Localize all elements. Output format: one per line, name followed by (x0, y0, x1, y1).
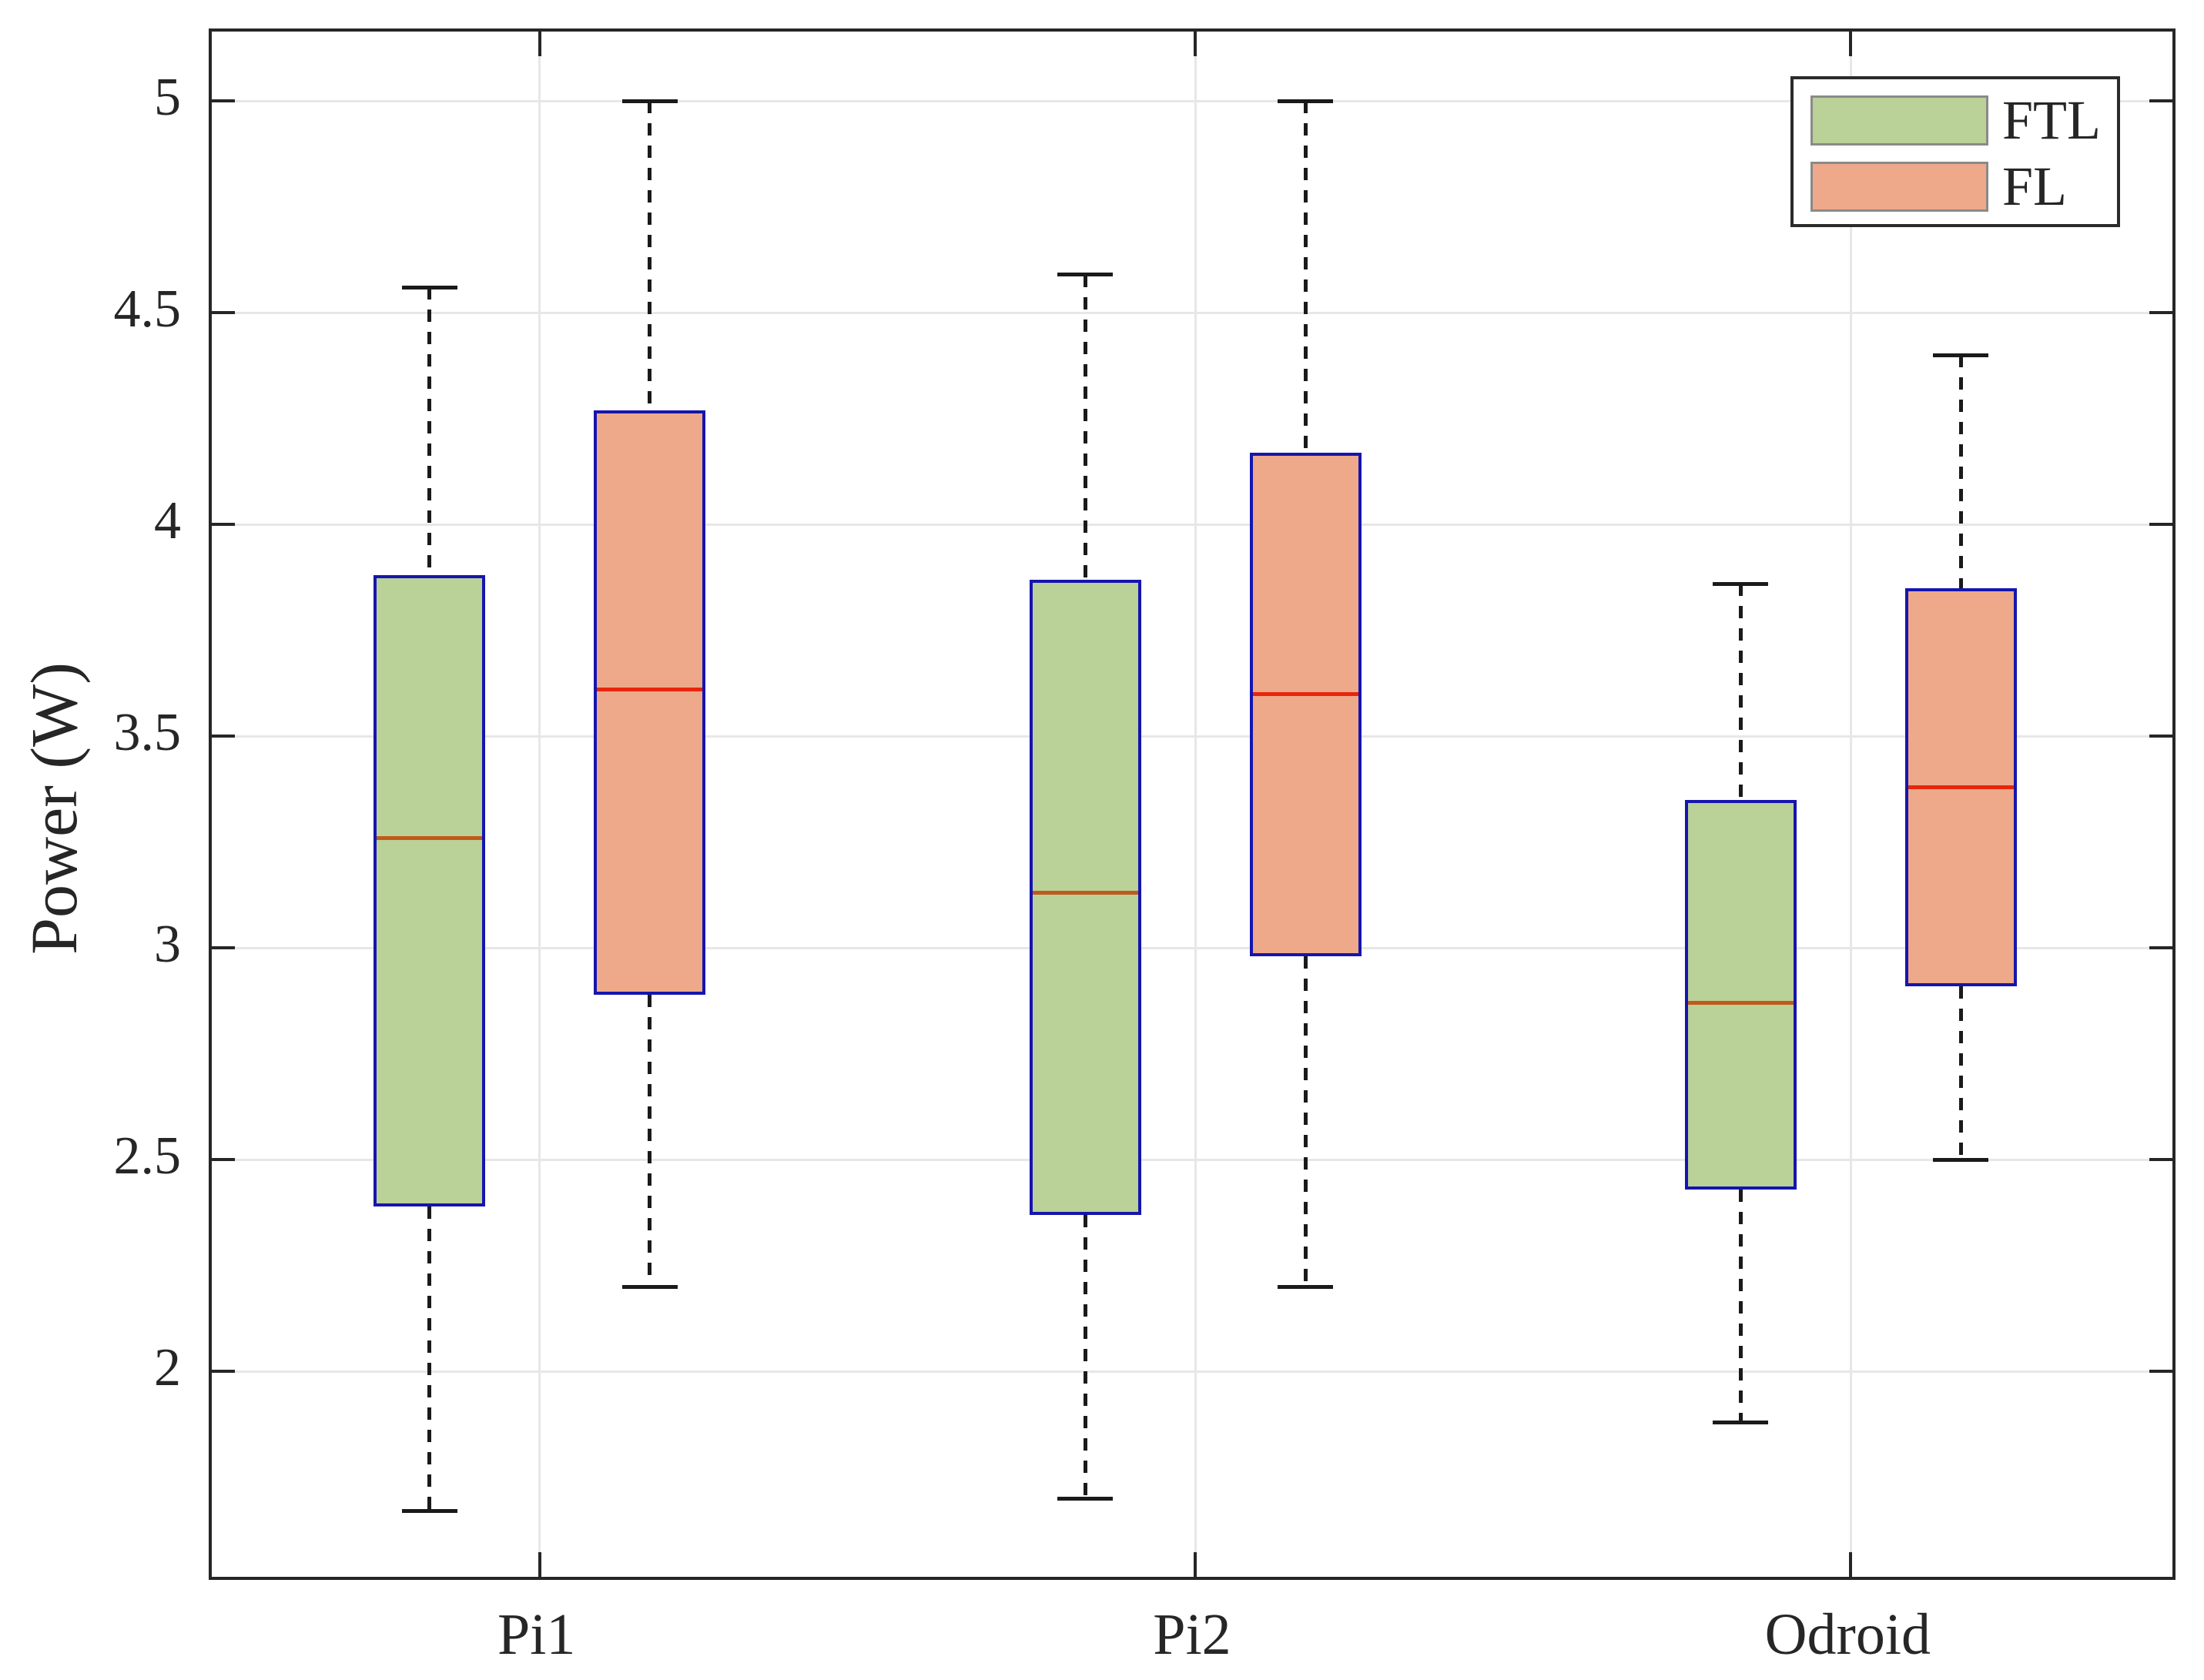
y-tick-label: 2.5 (113, 1126, 182, 1186)
median-line (1908, 785, 2014, 789)
whisker-cap-min (1278, 1284, 1333, 1289)
y-tick-left (212, 99, 235, 103)
whisker-upper (427, 287, 432, 576)
y-tick-label: 2 (154, 1338, 181, 1398)
legend-item-ftl: FTL (1810, 89, 2102, 151)
box-ftl-pi2 (1029, 579, 1141, 1215)
gridline-horizontal (212, 1370, 2172, 1373)
y-tick-left (212, 523, 235, 527)
y-tick-right (2149, 311, 2172, 315)
whisker-cap-min (401, 1509, 457, 1513)
whisker-upper (1303, 101, 1308, 453)
y-tick-right (2149, 1158, 2172, 1162)
median-line (597, 688, 703, 692)
whisker-upper (648, 101, 652, 410)
whisker-cap-max (1933, 353, 1989, 357)
whisker-cap-max (1057, 273, 1113, 277)
y-tick-label: 4 (154, 491, 181, 551)
plot-area (209, 28, 2176, 1580)
x-tick-label: Pi2 (1153, 1602, 1231, 1667)
median-line (1687, 1001, 1794, 1006)
gridline-horizontal (212, 99, 2172, 102)
gridline-horizontal (212, 523, 2172, 526)
box-fl-pi1 (594, 410, 706, 995)
legend-label-ftl: FTL (2002, 89, 2102, 151)
box-ftl-pi1 (373, 575, 486, 1206)
whisker-upper (1738, 584, 1743, 800)
y-tick-right (2149, 946, 2172, 950)
whisker-cap-min (1713, 1420, 1769, 1424)
y-tick-left (212, 1158, 235, 1162)
box-fl-pi2 (1249, 452, 1362, 957)
legend-swatch-fl (1810, 161, 1988, 212)
legend-label-fl: FL (2002, 156, 2068, 217)
legend-item-fl: FL (1810, 156, 2068, 217)
whisker-lower (1083, 1214, 1087, 1498)
whisker-upper (1958, 355, 1963, 588)
box-ftl-odroid (1684, 799, 1797, 1190)
whisker-lower (1303, 956, 1308, 1287)
whisker-lower (427, 1206, 432, 1511)
x-tick-bottom (538, 1552, 541, 1577)
gridline-horizontal (212, 946, 2172, 949)
y-tick-right (2149, 99, 2172, 103)
y-tick-left (212, 735, 235, 738)
median-line (377, 835, 483, 840)
y-tick-label: 4.5 (113, 279, 182, 340)
whisker-cap-max (621, 99, 678, 103)
y-tick-label: 3.5 (113, 703, 182, 763)
legend-swatch-ftl (1810, 95, 1988, 146)
whisker-cap-max (1278, 99, 1333, 103)
x-tick-bottom (1849, 1552, 1853, 1577)
y-tick-label: 3 (154, 915, 181, 975)
x-tick-top (538, 32, 541, 56)
y-tick-right (2149, 735, 2172, 738)
y-tick-left (212, 1370, 235, 1374)
x-tick-top (1849, 32, 1853, 56)
whisker-cap-min (1057, 1496, 1113, 1501)
whisker-lower (1958, 986, 1963, 1160)
whisker-lower (1738, 1189, 1743, 1423)
median-line (1252, 691, 1358, 696)
x-tick-label: Odroid (1764, 1602, 1931, 1667)
whisker-lower (648, 994, 652, 1287)
x-tick-bottom (1194, 1552, 1197, 1577)
y-tick-left (212, 311, 235, 315)
whisker-cap-min (1933, 1157, 1989, 1162)
gridline-vertical (1194, 32, 1197, 1577)
whisker-cap-min (621, 1284, 678, 1289)
whisker-upper (1083, 274, 1087, 580)
legend: FTL FL (1790, 76, 2120, 227)
median-line (1032, 891, 1138, 895)
x-tick-label: Pi1 (497, 1602, 576, 1667)
gridline-horizontal (212, 1158, 2172, 1161)
gridline-vertical (538, 32, 541, 1577)
x-tick-top (1194, 32, 1197, 56)
y-tick-label: 5 (154, 68, 181, 128)
y-tick-right (2149, 1370, 2172, 1374)
whisker-cap-max (401, 285, 457, 289)
whisker-cap-max (1713, 581, 1769, 586)
y-tick-right (2149, 523, 2172, 527)
gridline-horizontal (212, 735, 2172, 738)
y-tick-left (212, 946, 235, 950)
gridline-horizontal (212, 311, 2172, 314)
gridline-vertical (1849, 32, 1852, 1577)
